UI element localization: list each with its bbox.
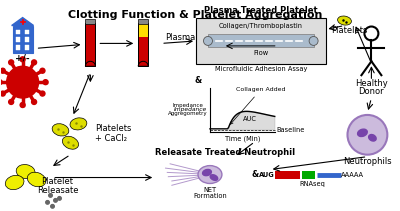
Text: Platelets: Platelets [95,124,132,133]
Text: AUC: AUC [243,116,257,122]
Bar [25,30,28,34]
Text: + CaCl₂: + CaCl₂ [95,134,127,143]
Bar [302,170,315,179]
Circle shape [43,80,48,85]
Bar [25,37,28,42]
Bar [138,37,148,66]
Bar [85,23,95,66]
Text: AUG: AUG [259,172,275,177]
Text: Impedance: Impedance [174,107,207,112]
Text: RNAseq: RNAseq [300,181,326,188]
Bar [275,170,300,179]
Ellipse shape [358,129,367,137]
Bar [138,19,148,24]
Circle shape [32,99,36,104]
Circle shape [32,60,36,65]
Text: &: & [251,170,258,179]
Text: Collagen/Thromboplastin: Collagen/Thromboplastin [219,23,303,28]
Ellipse shape [338,16,352,25]
Circle shape [0,80,2,85]
Polygon shape [229,111,275,130]
Ellipse shape [202,169,211,176]
Circle shape [40,68,45,73]
Text: Time (Min): Time (Min) [225,135,260,142]
Ellipse shape [70,118,87,130]
Circle shape [9,99,14,104]
Text: Releasate: Releasate [37,186,78,195]
Circle shape [9,60,14,65]
Circle shape [54,199,57,202]
Text: Aggregometry: Aggregometry [168,111,208,116]
Circle shape [58,197,61,200]
Text: +/-: +/- [15,54,30,63]
Text: Releasate Treated Neutrophil: Releasate Treated Neutrophil [155,148,295,157]
Bar [196,18,326,64]
Ellipse shape [52,124,69,136]
Text: Plasma: Plasma [165,33,195,42]
Ellipse shape [210,175,218,180]
Circle shape [0,68,5,73]
Text: Impedance: Impedance [173,103,204,107]
Circle shape [204,37,212,45]
Ellipse shape [198,166,222,184]
Ellipse shape [5,175,24,190]
Ellipse shape [16,165,35,179]
Bar [208,34,314,47]
Circle shape [0,91,5,96]
Text: Formation: Formation [193,193,227,199]
Circle shape [40,91,45,96]
Circle shape [49,194,52,197]
Circle shape [20,57,25,62]
Text: NET: NET [204,187,216,193]
Bar [85,19,95,24]
Text: Healthy: Healthy [355,79,388,88]
Circle shape [20,103,25,107]
Text: Microfluidic Adhesion Assay: Microfluidic Adhesion Assay [215,66,307,72]
Circle shape [51,204,54,208]
Bar [138,23,148,66]
Circle shape [46,201,49,204]
Bar [16,45,20,50]
Bar [13,26,32,53]
Text: Clotting Function & Platelet Aggregation: Clotting Function & Platelet Aggregation [68,10,322,20]
Wedge shape [138,61,148,66]
Text: Platelet: Platelet [42,177,74,186]
Text: Platelets: Platelets [331,26,368,35]
Bar [16,30,20,34]
Circle shape [309,37,318,45]
Ellipse shape [62,136,78,149]
Text: Plasma Treated Platelet: Plasma Treated Platelet [204,6,318,15]
Polygon shape [12,18,34,26]
Text: Collagen Added: Collagen Added [230,87,286,124]
Ellipse shape [27,172,46,187]
Ellipse shape [369,135,376,141]
Text: &: & [194,76,202,85]
Text: Donor: Donor [358,87,384,96]
Circle shape [7,66,38,98]
Bar [16,37,20,42]
Text: AAAAA: AAAAA [341,172,364,177]
Text: Neutrophils: Neutrophils [343,157,392,166]
Text: Baseline: Baseline [277,127,305,133]
Bar [138,23,148,37]
Circle shape [348,115,387,155]
Bar [25,45,28,50]
Text: Flow: Flow [253,50,268,56]
Wedge shape [85,61,95,66]
